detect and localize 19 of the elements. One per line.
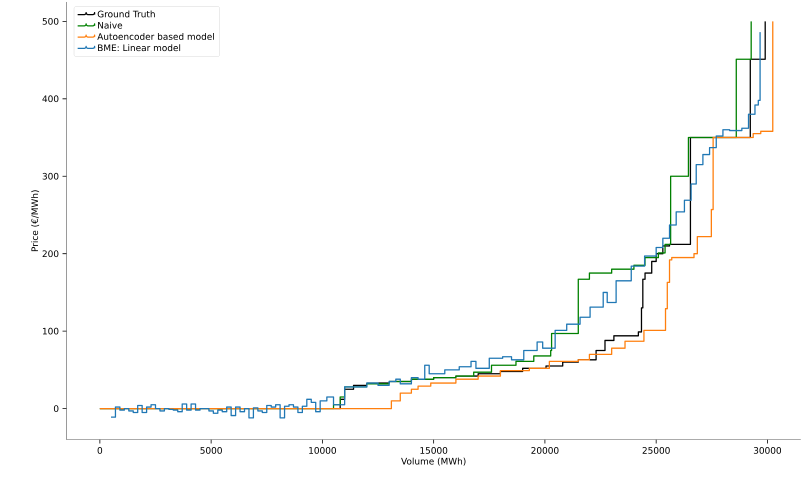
y-tick-label: 500 — [42, 18, 58, 25]
y-tick-label: 0 — [54, 405, 58, 412]
x-axis-title: Volume (MWh) — [401, 458, 466, 466]
legend-label: Naive — [98, 22, 122, 29]
x-tick-label: 20000 — [531, 446, 559, 454]
x-tick-label: 30000 — [754, 446, 782, 454]
y-tick-label: 200 — [42, 250, 58, 257]
x-tick-label: 5000 — [200, 446, 222, 454]
x-tick-label: 25000 — [642, 446, 670, 454]
y-tick-label: 100 — [42, 328, 58, 334]
x-tick-label: 0 — [98, 446, 102, 454]
x-tick-label: 10000 — [309, 446, 336, 454]
y-axis-title: Price (€/MWh) — [31, 190, 40, 252]
x-tick-label: 15000 — [420, 446, 448, 454]
y-tick-label: 300 — [42, 172, 58, 180]
legend-label: Ground Truth — [98, 10, 155, 18]
legend-label: BME: Linear model — [98, 44, 180, 52]
y-tick-label: 400 — [42, 95, 58, 102]
legend-label: Autoencoder based model — [97, 32, 214, 40]
